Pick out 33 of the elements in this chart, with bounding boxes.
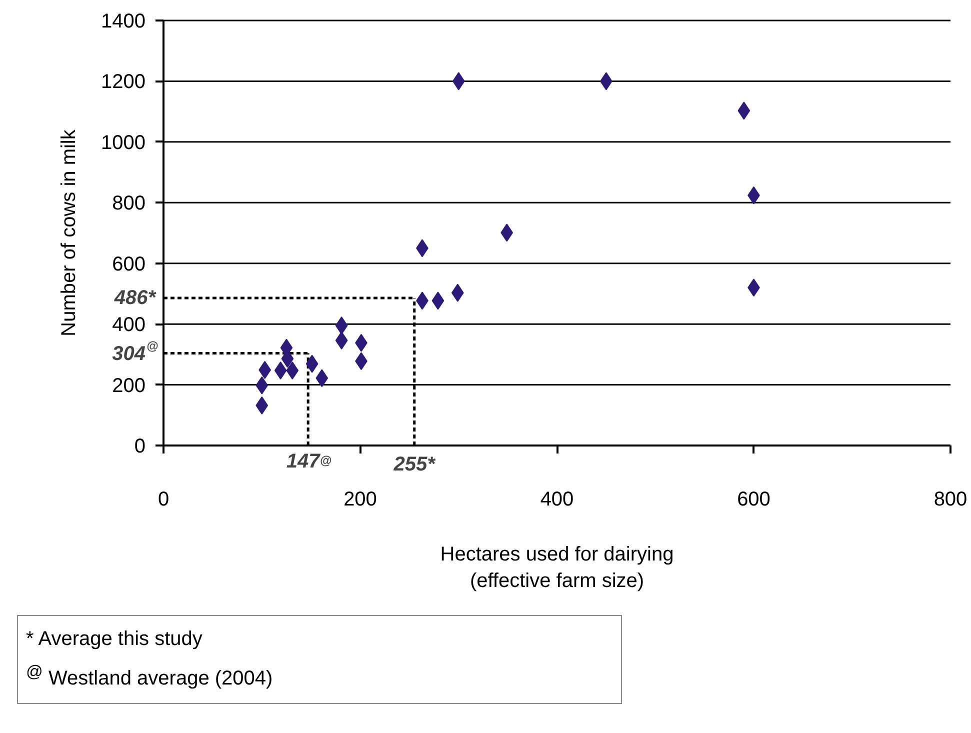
ref-line-label: 304@ <box>112 339 158 366</box>
y-tick-label: 600 <box>112 253 146 276</box>
y-tick-label: 1400 <box>101 10 146 32</box>
x-tick-label: 800 <box>934 488 968 510</box>
ref-line-label: 486* <box>113 286 157 309</box>
point <box>286 362 299 380</box>
x-tick-label: 200 <box>344 488 377 510</box>
point <box>256 376 268 394</box>
point <box>432 292 444 310</box>
point <box>452 72 465 90</box>
point <box>316 369 328 388</box>
x-tick-label: 400 <box>540 488 574 510</box>
y-tick-label: 400 <box>112 314 146 336</box>
y-tick-label: 1200 <box>101 71 146 94</box>
y-tick-label: 0 <box>134 436 146 458</box>
y-tick-label: 200 <box>112 374 146 397</box>
point <box>306 354 318 373</box>
x-axis-title: Hectares used for dairying (effective farm size) <box>440 544 674 592</box>
ref-line-label: 255* <box>392 454 436 476</box>
y-tick-label: 800 <box>112 192 146 215</box>
text: * Average this study <box>26 628 202 650</box>
point <box>451 284 464 302</box>
point <box>738 102 750 120</box>
point <box>335 316 348 335</box>
x-tick-label: 0 <box>158 488 170 510</box>
text: $^{@}$ Westland average (2004) <box>26 662 273 690</box>
point <box>335 331 348 350</box>
point <box>274 362 287 380</box>
y-axis-title: Number of cows in milk <box>58 128 80 336</box>
ref-line-label: 147@ <box>286 450 332 472</box>
y-tick-label: 1000 <box>101 132 146 154</box>
point <box>256 396 268 414</box>
x-tick-label: 600 <box>737 488 770 510</box>
